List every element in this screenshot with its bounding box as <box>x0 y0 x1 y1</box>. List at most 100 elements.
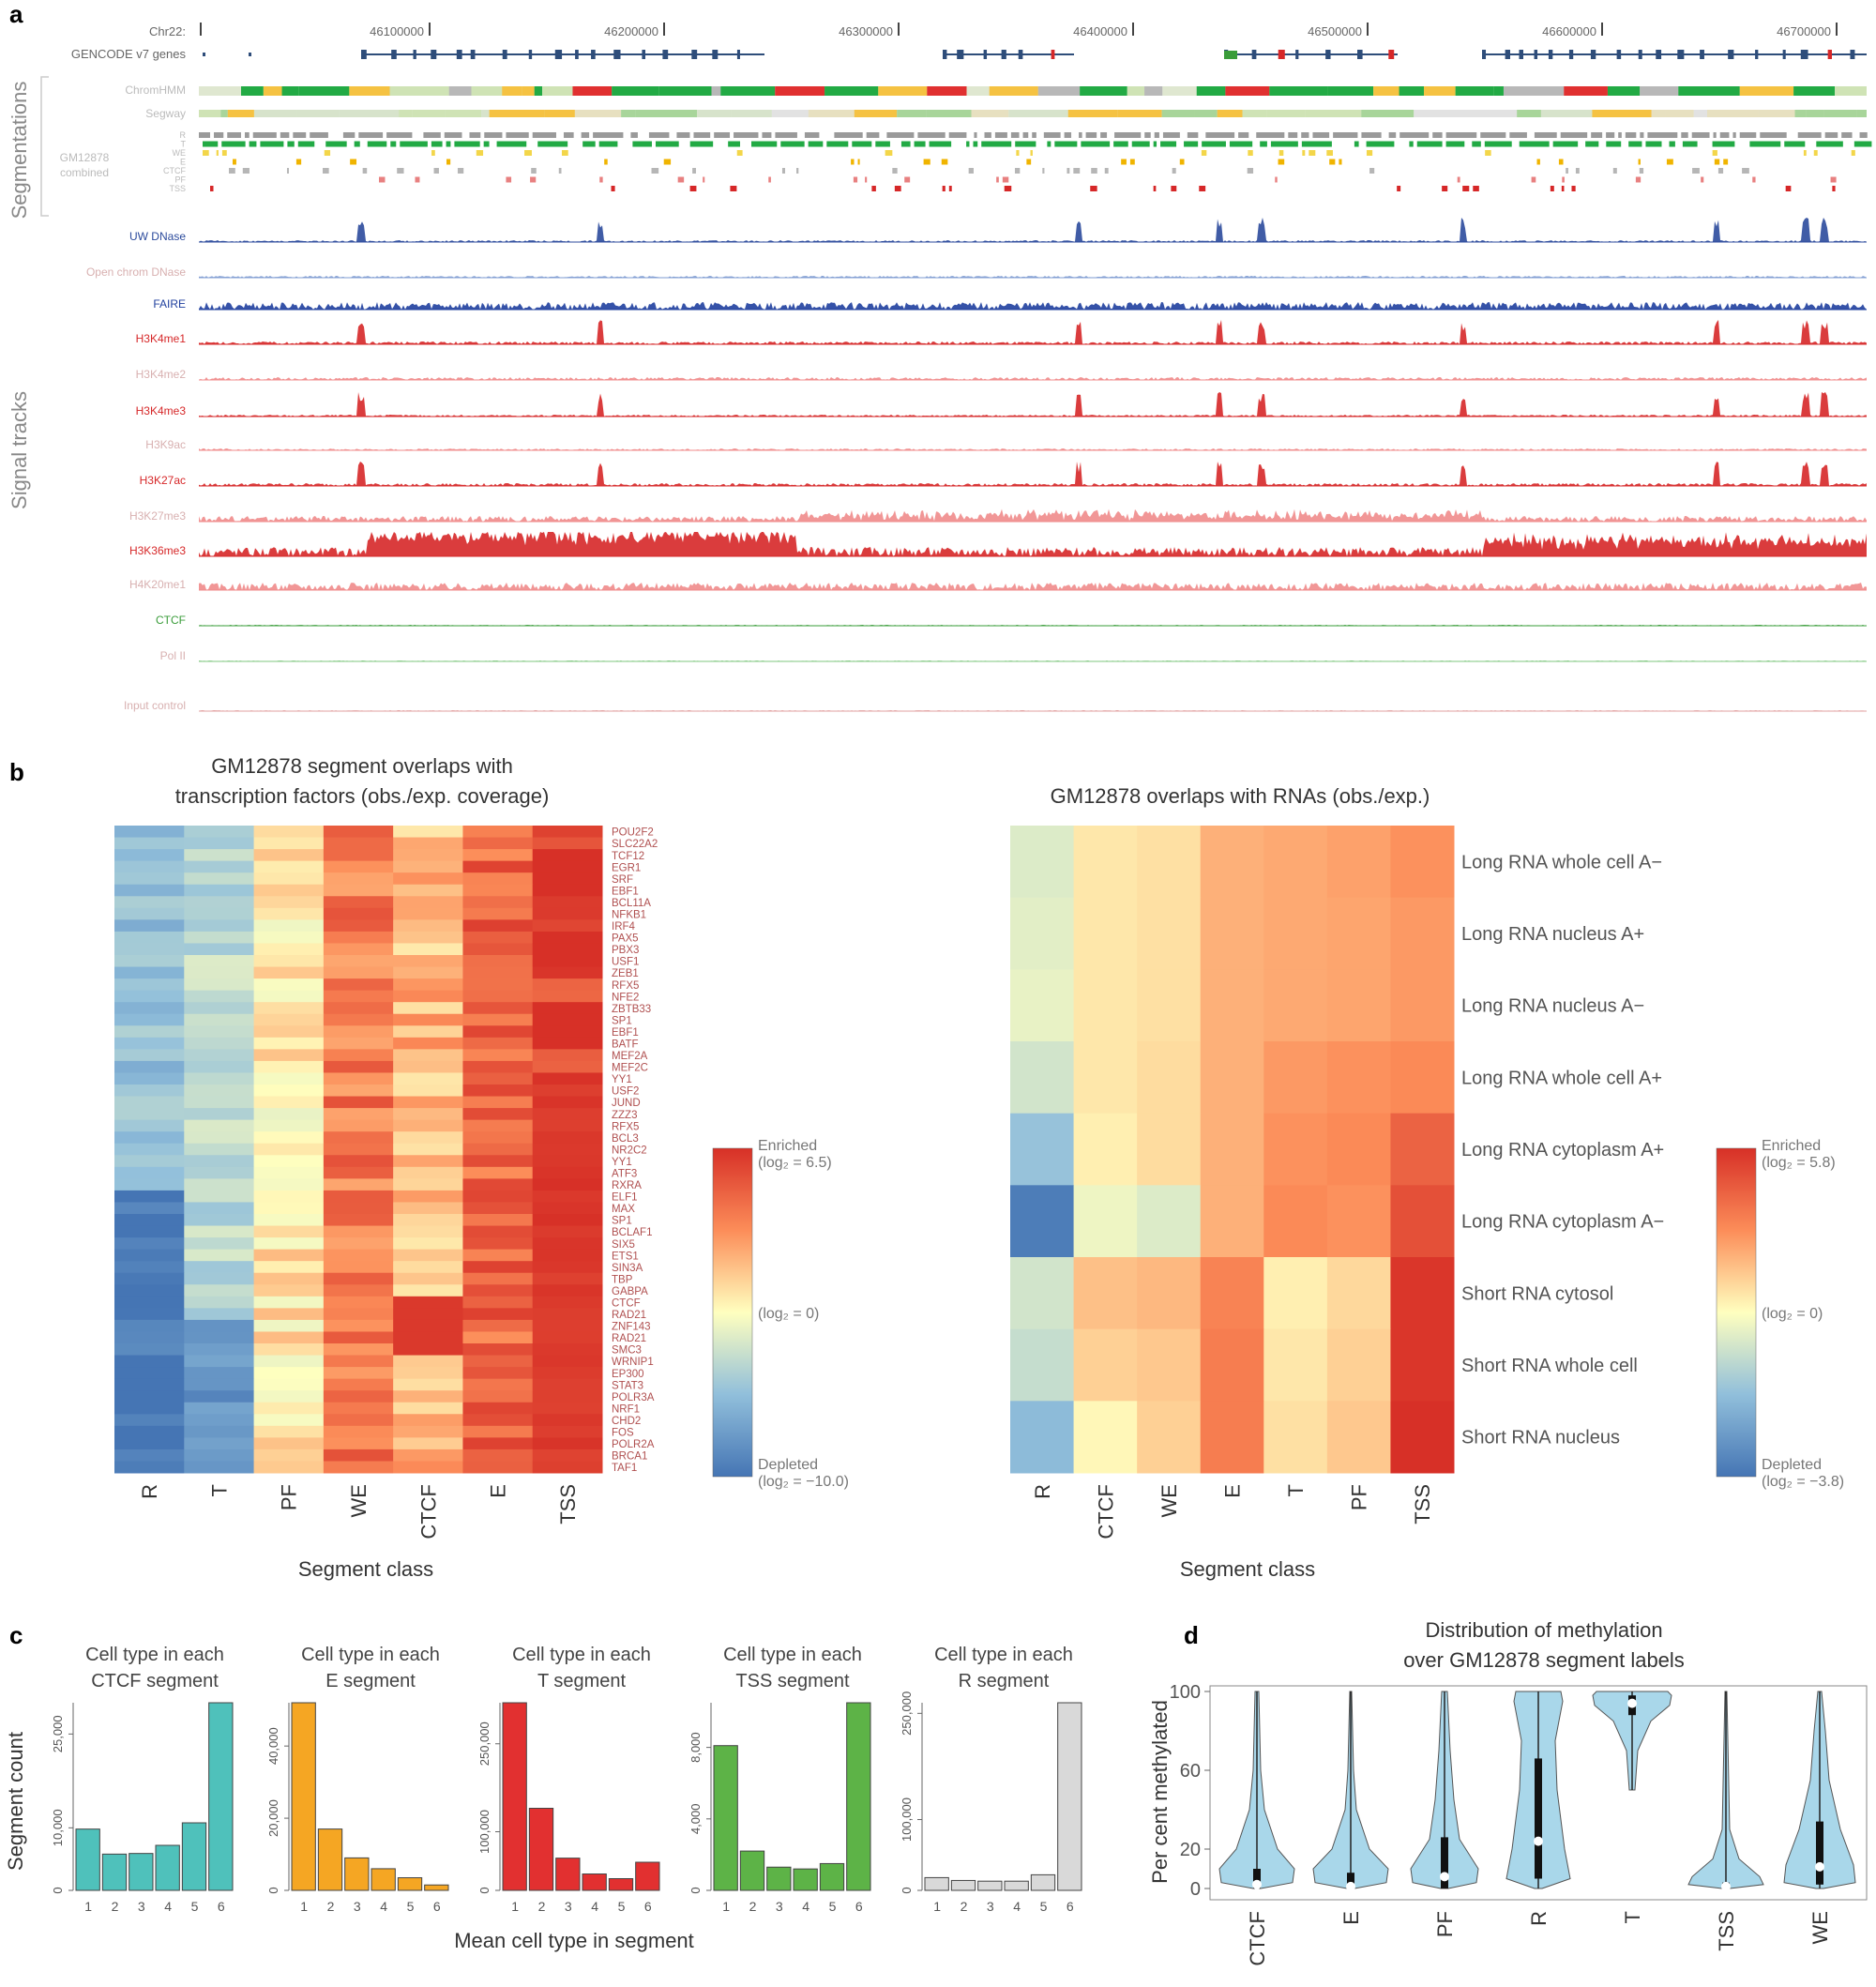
rna-heatmap-cell <box>1010 897 1075 970</box>
tf-heatmap-cell <box>253 1414 325 1427</box>
tf-heatmap-cell <box>114 1002 185 1015</box>
tf-row-label: FOS <box>612 1427 634 1438</box>
tf-row-label: PBX3 <box>612 945 639 956</box>
tf-heatmap-cell <box>393 884 463 897</box>
tf-heatmap-cell <box>323 1202 394 1215</box>
rna-heatmap-cell <box>1200 1328 1264 1402</box>
bar-chart-title-2: T segment <box>537 1671 627 1691</box>
tf-heatmap-cell <box>462 1319 534 1332</box>
seg-block <box>966 86 990 96</box>
combined-class-label: T <box>181 140 187 149</box>
tf-row-label: ZZZ3 <box>612 1110 637 1121</box>
seg-block <box>1693 110 1707 117</box>
tf-heatmap-cell <box>462 1096 534 1109</box>
tf-heatmap-cell <box>462 884 534 897</box>
seg-block <box>572 86 613 96</box>
tf-heatmap-cell <box>253 1461 325 1474</box>
combined-class-block <box>734 132 759 138</box>
combined-class-block <box>929 141 952 147</box>
combined-class-block <box>677 176 685 183</box>
rna-heatmap-cell <box>1010 1257 1075 1330</box>
gene-exon <box>1505 50 1511 59</box>
tf-heatmap-cell <box>462 919 534 933</box>
bar-charts: Cell type in each CTCF segment 0 10,000 25,0… <box>51 1645 1082 1914</box>
combined-class-block <box>1339 159 1342 165</box>
combined-class-block <box>249 141 257 147</box>
combined-class-block <box>1399 132 1430 138</box>
combined-class-block <box>996 176 999 183</box>
tf-heatmap-cell <box>393 1072 463 1085</box>
tf-heatmap-cell <box>462 1284 534 1297</box>
tf-heatmap-cell <box>114 1214 185 1227</box>
bar-category-label: 3 <box>354 1899 361 1914</box>
combined-class-block <box>1550 186 1554 191</box>
combined-class-block <box>900 141 911 147</box>
tf-heatmap-cell <box>393 1272 463 1285</box>
tf-heatmap-cell <box>114 1319 185 1332</box>
tf-heatmap-cell <box>253 1237 325 1251</box>
tf-heatmap-cell <box>393 1461 463 1474</box>
tf-row-label: TCF12 <box>612 851 644 862</box>
seg-block <box>635 110 698 117</box>
rna-heatmap-cell <box>1010 1113 1075 1186</box>
combined-class-block <box>1329 159 1336 165</box>
combined-class-block <box>973 141 978 147</box>
bar-chart-title-1: Cell type in each <box>723 1645 862 1665</box>
seg-block <box>448 86 472 96</box>
tf-heatmap-cell <box>323 1331 394 1344</box>
tf-heatmap-cell <box>323 1308 394 1321</box>
combined-class-block <box>611 186 615 191</box>
combined-class-block <box>1669 141 1675 147</box>
gene-exon <box>413 50 416 59</box>
legend-bot-2: (log₂ = −10.0) <box>758 1474 849 1490</box>
tf-heatmap-cell <box>532 1072 603 1085</box>
tf-heatmap-cell <box>393 931 463 944</box>
tf-heatmap-cell <box>393 1367 463 1380</box>
combined-class-block <box>1485 150 1491 156</box>
tf-heatmap-cell <box>393 1225 463 1238</box>
tf-heatmap-cell <box>184 872 255 886</box>
tf-heatmap-cell <box>393 990 463 1003</box>
tf-row-label: TBP <box>612 1274 633 1285</box>
rna-column-label: R <box>1031 1484 1054 1499</box>
tf-heatmap-cell <box>532 1343 603 1357</box>
combined-class-block <box>1171 186 1177 191</box>
rna-heatmap-cell <box>1073 897 1138 970</box>
tf-heatmap-cell <box>114 1060 185 1073</box>
bar-chart-tick-label: 0 <box>266 1887 280 1893</box>
combined-class-block <box>524 150 532 156</box>
combined-class-block <box>1085 132 1097 138</box>
tf-heatmap-cell <box>393 1261 463 1274</box>
seg-block <box>1747 110 1760 117</box>
tf-row-label: RFX5 <box>612 1121 639 1132</box>
combined-class-block <box>1091 168 1097 174</box>
tf-heatmap-cell <box>114 1237 185 1251</box>
panel-c-xlabel: Mean cell type in segment <box>454 1929 694 1952</box>
tf-row-label: SMC3 <box>612 1345 642 1357</box>
tf-heatmap-cell <box>253 1225 325 1238</box>
bar-category-label: 5 <box>618 1899 626 1914</box>
gene-exon <box>1827 50 1832 59</box>
seg-block <box>1678 86 1740 96</box>
tf-heatmap-cell <box>253 1437 325 1450</box>
combined-class-block <box>1030 150 1033 156</box>
tf-heatmap-cell <box>393 1284 463 1297</box>
tf-row-labels: POU2F2SLC22A2TCF12EGR1SRFEBF1BCL11ANFKB1… <box>612 827 658 1474</box>
tf-heatmap-cell <box>323 1072 394 1085</box>
tf-heatmap-cell <box>114 884 185 897</box>
rna-heatmap-cell <box>1326 897 1391 970</box>
tf-row-label: SP1 <box>612 1015 632 1026</box>
combined-class-block <box>446 159 451 165</box>
combined-class-block <box>1575 168 1580 174</box>
seg-block <box>199 110 221 117</box>
violin-category-label: CTCF <box>1246 1911 1269 1966</box>
combined-class-block <box>531 168 537 174</box>
bar <box>371 1868 396 1891</box>
combined-class-block <box>984 132 991 138</box>
tf-heatmap-cell <box>114 907 185 920</box>
seg-block <box>199 86 241 96</box>
signal-track-area <box>199 532 1867 556</box>
tf-row-label: STAT3 <box>612 1380 643 1391</box>
tf-heatmap-cell <box>393 1049 463 1062</box>
